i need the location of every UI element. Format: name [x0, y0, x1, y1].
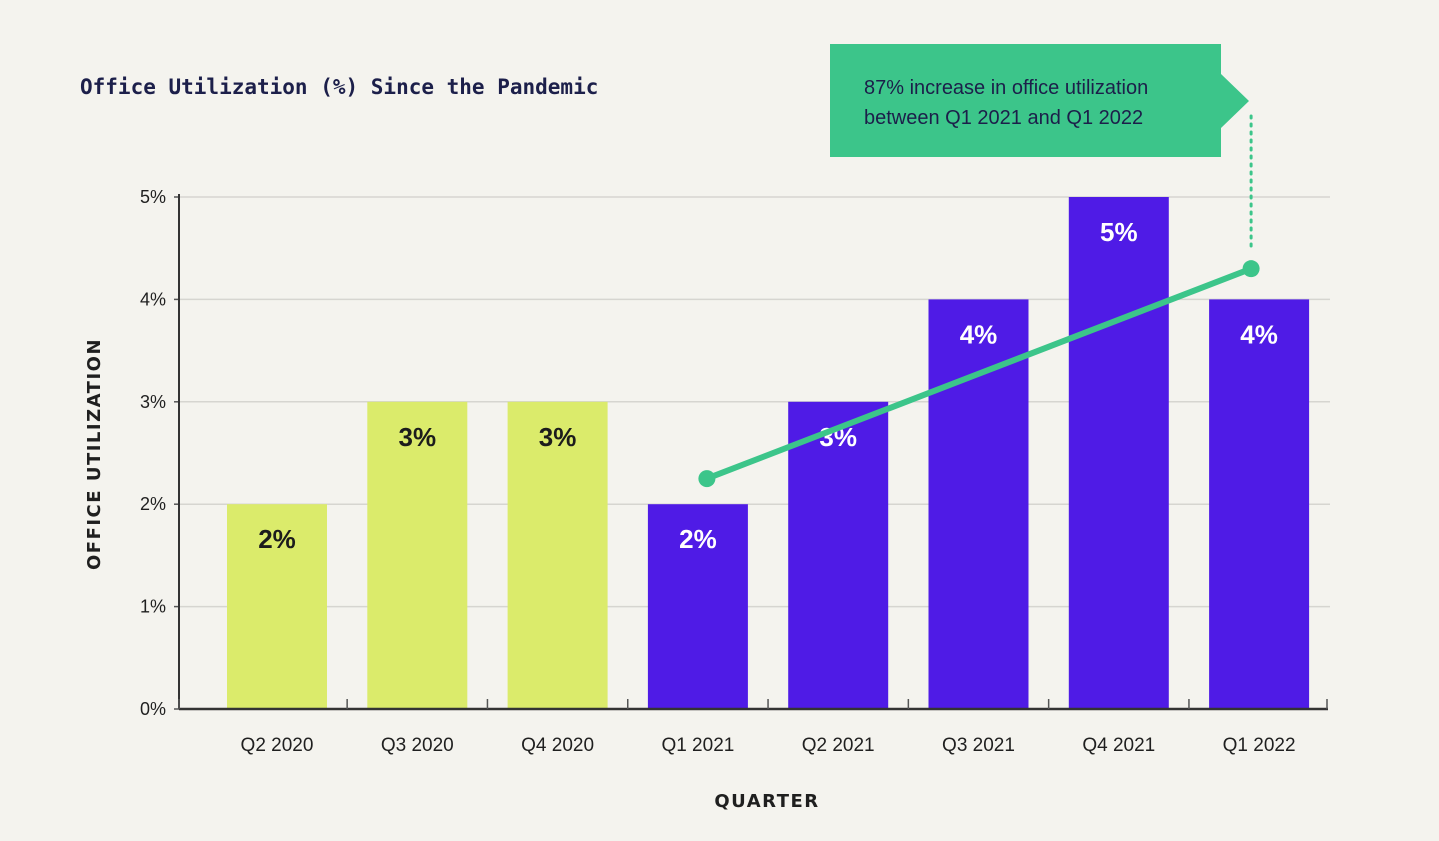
x-tick-label: Q4 2020: [521, 735, 594, 756]
callout-line-2: between Q1 2021 and Q1 2022: [864, 107, 1143, 129]
bar-value-label: 2%: [258, 524, 296, 554]
callout-line-1: 87% increase in office utilization: [864, 77, 1148, 99]
x-tick-label: Q3 2021: [942, 735, 1015, 756]
x-tick-label: Q4 2021: [1082, 735, 1155, 756]
bar: [1209, 299, 1309, 709]
chart-title: Office Utilization (%) Since the Pandemi…: [80, 75, 598, 99]
bar-value-label: 4%: [1240, 319, 1278, 349]
y-tick-label: 2%: [140, 494, 166, 514]
callout-box: [830, 44, 1249, 157]
trend-end-dot: [1243, 260, 1260, 277]
annotation-callout: 87% increase in office utilization betwe…: [830, 44, 1249, 157]
x-tick-label: Q3 2020: [381, 735, 454, 756]
x-axis-title: QUARTER: [714, 791, 819, 812]
y-tick-label: 0%: [140, 699, 166, 719]
bar-value-label: 5%: [1100, 217, 1138, 247]
bar-value-label: 3%: [399, 422, 437, 452]
bar: [1069, 197, 1169, 709]
x-tick-label: Q1 2021: [661, 735, 734, 756]
x-tick-label: Q2 2020: [241, 735, 314, 756]
x-tick-label: Q1 2022: [1223, 735, 1296, 756]
y-tick-label: 5%: [140, 187, 166, 207]
trend-start-dot: [698, 470, 715, 487]
y-tick-label: 4%: [140, 289, 166, 309]
y-tick-label: 1%: [140, 597, 166, 617]
y-axis-title: OFFICE UTILIZATION: [84, 338, 105, 570]
office-utilization-chart: Office Utilization (%) Since the Pandemi…: [0, 0, 1439, 841]
bar-value-label: 3%: [539, 422, 577, 452]
x-tick-label: Q2 2021: [802, 735, 875, 756]
y-tick-label: 3%: [140, 392, 166, 412]
bar-value-label: 2%: [679, 524, 717, 554]
bar-value-label: 4%: [960, 319, 998, 349]
